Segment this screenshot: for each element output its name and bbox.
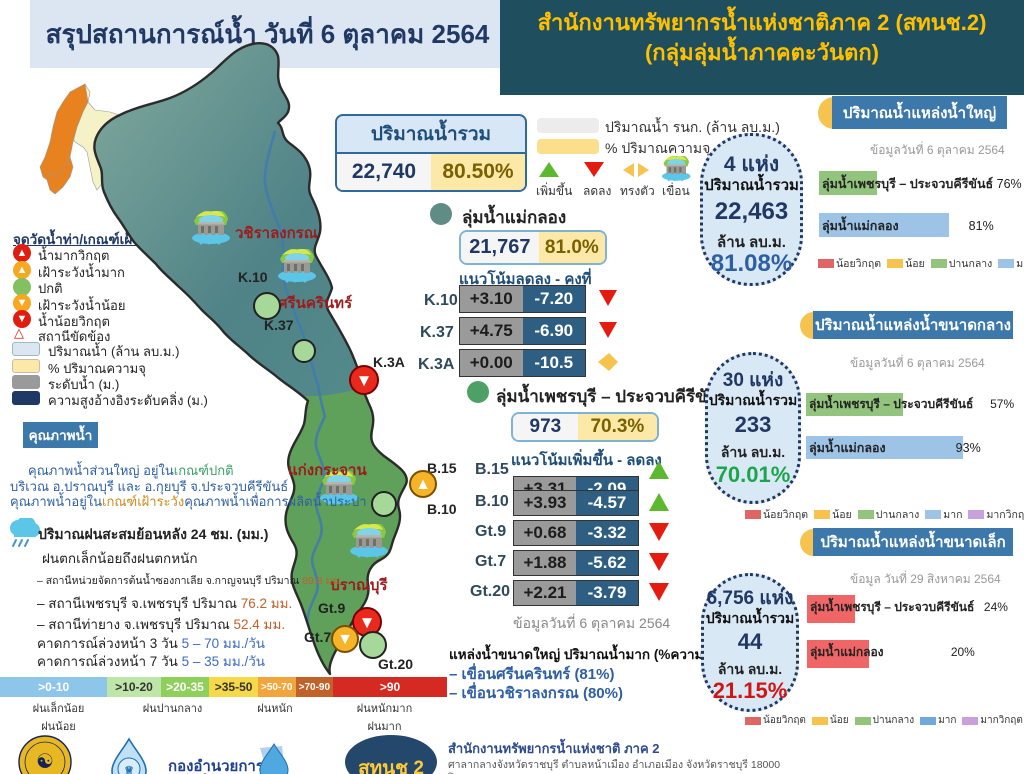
svg-text:♕: ♕	[124, 765, 134, 774]
svg-text:☯: ☯	[36, 751, 54, 773]
